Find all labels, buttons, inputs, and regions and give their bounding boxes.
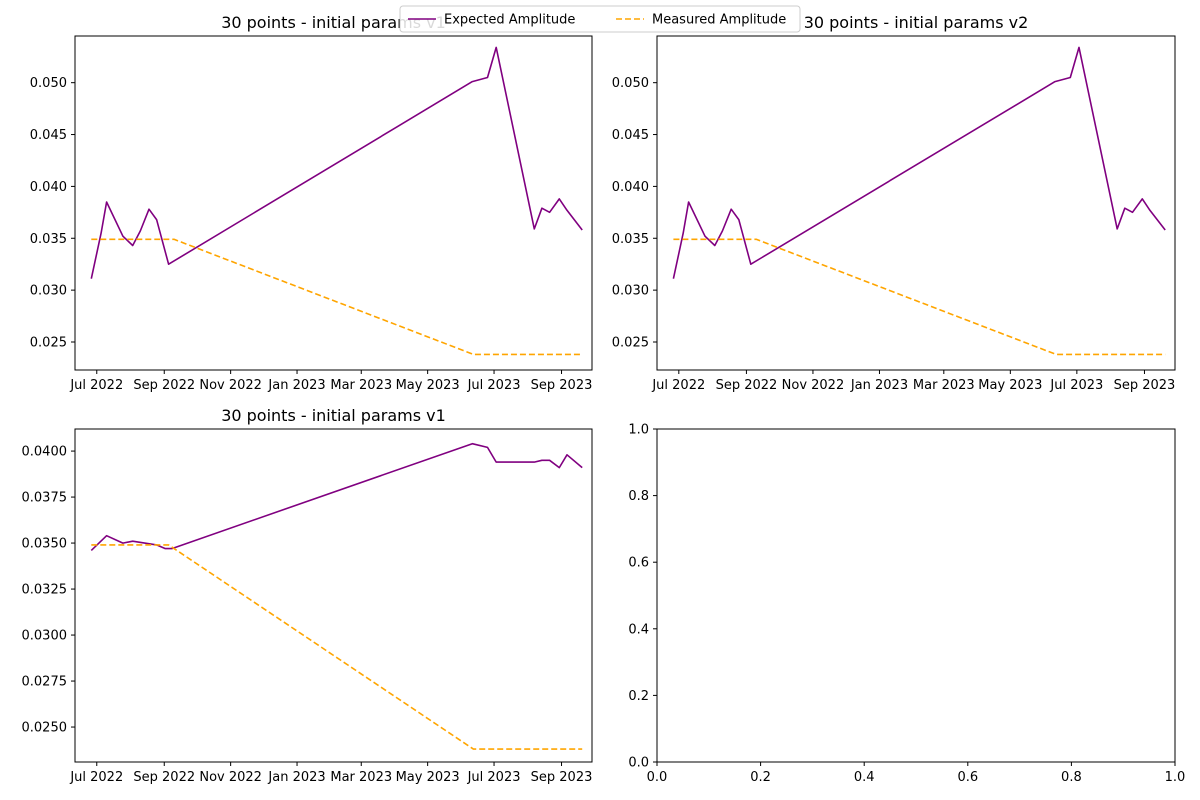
y-tick-label: 0.035	[30, 232, 67, 247]
y-tick-label: 0.030	[30, 284, 67, 299]
axes-frame	[656, 428, 1176, 763]
x-tick-label: 0.4	[854, 770, 875, 785]
legend-box	[399, 5, 801, 33]
series-line-expected	[90, 46, 583, 279]
y-tick-label: 0.0350	[22, 537, 68, 552]
x-tick-label: Jul 2023	[1049, 378, 1103, 393]
y-tick-label: 0.2	[628, 689, 649, 704]
series-group	[672, 46, 1166, 356]
series-group	[90, 442, 583, 750]
x-tick-label: Jul 2023	[467, 770, 521, 785]
series-line-expected	[672, 46, 1166, 279]
y-tick-label: 0.0275	[22, 675, 68, 690]
x-tick-label: Mar 2023	[330, 770, 392, 785]
y-tick-label: 1.0	[628, 423, 649, 438]
series-line-expected	[90, 442, 583, 551]
x-tick-label: Mar 2023	[913, 378, 975, 393]
series-group	[90, 46, 583, 356]
x-tick-label: Jul 2023	[467, 378, 521, 393]
series-line-measured	[673, 238, 1166, 356]
subplot-4: 0.0 0.2 0.4 0.6 0.8 1.0 0.0 0.2 0.4 0.6 0.8 1.0	[628, 423, 1185, 786]
legend: Expected Amplitude Measured Amplitude	[399, 5, 801, 33]
x-tick-label: Sep 2023	[531, 378, 593, 393]
series-line-measured	[91, 238, 583, 356]
axes-frame	[74, 35, 593, 371]
y-tick-label: 0.8	[628, 489, 649, 504]
legend-label: Expected Amplitude	[444, 13, 575, 28]
x-tick-label: Jan 2023	[267, 378, 325, 393]
y-tick-label: 0.0375	[22, 491, 68, 506]
y-tick-label: 0.035	[612, 232, 649, 247]
axes-frame	[74, 428, 593, 763]
subplot-1: Jul 2022 Sep 2022 Nov 2022 Jan 2023 Mar 2023…	[30, 13, 593, 393]
legend-item: Expected Amplitude	[408, 13, 575, 28]
x-tick-label: Nov 2022	[782, 378, 845, 393]
subplot-3: Jul 2022 Sep 2022 Nov 2022 Jan 2023 Mar 2023…	[22, 406, 593, 785]
x-tick-label: Nov 2022	[199, 770, 262, 785]
x-tick-label: May 2023	[978, 378, 1042, 393]
x-tick-label: Sep 2023	[1114, 378, 1176, 393]
y-tick-label: 0.0	[628, 756, 649, 771]
y-tick-label: 0.030	[612, 284, 649, 299]
y-tick-label: 0.045	[30, 128, 67, 143]
x-tick-label: Sep 2023	[531, 770, 593, 785]
x-tick-label: Mar 2023	[330, 378, 392, 393]
x-tick-label: Jul 2022	[69, 378, 123, 393]
y-tick-label: 0.0325	[22, 583, 68, 598]
x-tick-label: 0.6	[957, 770, 978, 785]
subplot-title: 30 points - initial params v1	[221, 13, 446, 32]
y-tick-label: 0.025	[30, 335, 67, 350]
y-tick-label: 0.040	[30, 180, 67, 195]
x-tick-label: Jul 2022	[69, 770, 123, 785]
x-tick-label: Jan 2023	[267, 770, 325, 785]
x-tick-label: 0.8	[1061, 770, 1082, 785]
subplot-title: 30 points - initial params v1	[221, 406, 446, 425]
subplot-title: 30 points - initial params v2	[804, 13, 1029, 32]
x-tick-label: Nov 2022	[199, 378, 262, 393]
y-tick-label: 0.050	[612, 76, 649, 91]
y-tick-label: 0.0250	[22, 721, 68, 736]
y-tick-label: 0.040	[612, 180, 649, 195]
x-tick-label: Jul 2022	[651, 378, 705, 393]
x-tick-label: Sep 2022	[716, 378, 778, 393]
y-tick-label: 0.4	[628, 622, 649, 637]
x-tick-label: Sep 2022	[133, 770, 195, 785]
x-tick-label: 1.0	[1165, 770, 1186, 785]
y-tick-label: 0.025	[612, 335, 649, 350]
x-tick-label: Jan 2023	[850, 378, 908, 393]
x-tick-label: May 2023	[396, 378, 460, 393]
x-tick-label: Sep 2022	[133, 378, 195, 393]
x-tick-label: May 2023	[396, 770, 460, 785]
x-tick-label: 0.0	[647, 770, 668, 785]
legend-label: Measured Amplitude	[652, 13, 786, 28]
subplot-grid: Jul 2022 Sep 2022 Nov 2022 Jan 2023 Mar 2023…	[22, 13, 1186, 785]
y-tick-label: 0.045	[612, 128, 649, 143]
y-tick-label: 0.0400	[22, 445, 68, 460]
subplot-2: Jul 2022 Sep 2022 Nov 2022 Jan 2023 Mar 2023…	[612, 13, 1176, 393]
plot-area	[657, 36, 1175, 370]
y-tick-label: 0.0300	[22, 629, 68, 644]
legend-item: Measured Amplitude	[616, 13, 786, 28]
plot-area	[75, 36, 592, 370]
plot-area	[75, 429, 592, 762]
series-line-measured	[91, 544, 583, 750]
plot-area	[657, 429, 1175, 762]
y-tick-label: 0.6	[628, 556, 649, 571]
axes-frame	[656, 35, 1176, 371]
x-tick-label: 0.2	[750, 770, 771, 785]
y-tick-label: 0.050	[30, 76, 67, 91]
